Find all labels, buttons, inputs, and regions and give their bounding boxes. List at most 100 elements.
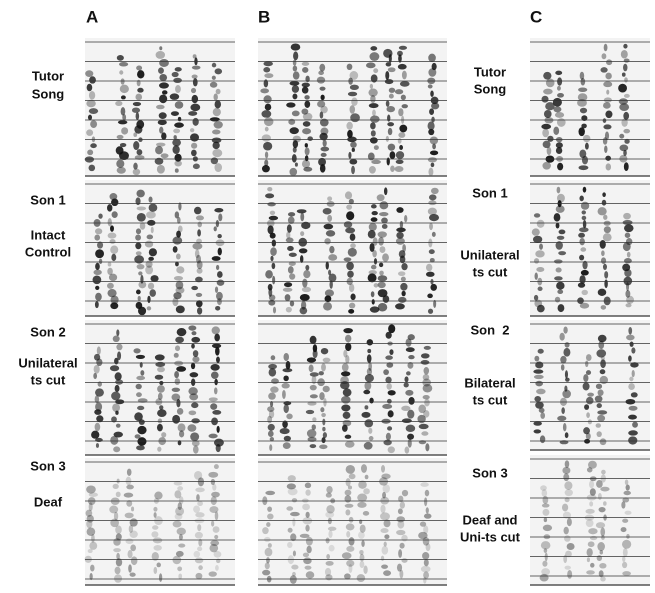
syllable-trace: [623, 63, 628, 72]
syllable-trace: [604, 279, 608, 289]
syllable-trace: [400, 276, 406, 282]
syllable-trace: [126, 500, 133, 507]
syllable-trace: [321, 412, 326, 418]
syllable-trace: [561, 407, 565, 414]
syllable-trace: [369, 52, 380, 61]
row-label: ts cut: [473, 264, 508, 279]
syllable-trace: [291, 85, 300, 93]
spectrogram: [258, 320, 447, 455]
syllable-trace: [621, 501, 626, 509]
syllable-trace: [431, 116, 435, 123]
syllable-trace: [533, 258, 540, 264]
syllable-trace: [369, 242, 375, 252]
syllable-trace: [563, 526, 569, 535]
syllable-trace: [146, 306, 152, 311]
syllable-trace: [553, 126, 560, 135]
syllable-trace: [267, 513, 274, 520]
syllable-trace: [197, 229, 201, 237]
syllable-trace: [96, 415, 104, 423]
syllable-trace: [432, 143, 436, 150]
syllable-trace: [534, 395, 542, 402]
syllable-trace: [545, 78, 555, 88]
row-label: Tutor: [32, 68, 64, 83]
syllable-trace: [431, 231, 436, 237]
syllable-trace: [135, 228, 142, 235]
syllable-trace: [265, 490, 276, 496]
syllable-trace: [175, 305, 185, 314]
syllable-trace: [597, 288, 607, 296]
syllable-trace: [585, 370, 592, 376]
syllable-trace: [120, 78, 125, 85]
syllable-trace: [539, 243, 543, 250]
syllable-trace: [628, 405, 638, 411]
syllable-trace: [195, 512, 205, 518]
syllable-trace: [562, 511, 572, 519]
syllable-trace: [97, 241, 104, 249]
syllable-trace: [328, 544, 335, 552]
syllable-trace: [381, 473, 391, 480]
syllable-trace: [418, 404, 427, 414]
spectrogram: [530, 320, 650, 450]
syllable-trace: [539, 573, 549, 582]
syllable-trace: [538, 407, 545, 413]
syllable-trace: [130, 556, 138, 566]
syllable-trace: [210, 157, 219, 165]
syllable-trace: [217, 298, 222, 306]
syllable-trace: [304, 482, 312, 489]
syllable-trace: [404, 446, 410, 454]
syllable-trace: [116, 134, 124, 140]
syllable-trace: [147, 282, 155, 290]
syllable-trace: [134, 412, 143, 422]
syllable-trace: [301, 498, 309, 503]
row-label: Bilateral: [464, 375, 515, 390]
syllable-trace: [385, 135, 389, 142]
syllable-trace: [308, 364, 314, 373]
syllable-trace: [351, 165, 355, 175]
syllable-trace: [533, 374, 544, 380]
syllable-trace: [158, 112, 167, 119]
syllable-trace: [342, 388, 352, 397]
syllable-trace: [341, 363, 349, 372]
syllable-trace: [398, 54, 402, 63]
syllable-trace: [586, 467, 593, 473]
syllable-trace: [137, 87, 144, 93]
syllable-trace: [268, 363, 277, 370]
syllable-trace: [397, 508, 403, 515]
syllable-trace: [115, 410, 119, 415]
syllable-trace: [535, 250, 545, 258]
syllable-trace: [428, 238, 433, 248]
syllable-trace: [370, 264, 377, 270]
syllable-trace: [270, 247, 277, 256]
syllable-trace: [88, 90, 96, 100]
syllable-trace: [113, 538, 121, 546]
syllable-trace: [191, 418, 200, 424]
syllable-trace: [157, 366, 165, 373]
syllable-trace: [585, 519, 594, 528]
syllable-trace: [176, 527, 186, 536]
syllable-trace: [387, 127, 393, 136]
syllable-trace: [388, 87, 396, 93]
syllable-trace: [86, 519, 93, 529]
syllable-trace: [632, 421, 638, 428]
syllable-trace: [211, 137, 222, 144]
syllable-trace: [264, 73, 274, 79]
syllable-trace: [211, 326, 220, 335]
syllable-trace: [192, 163, 200, 170]
syllable-trace: [420, 353, 430, 359]
syllable-trace: [281, 382, 290, 389]
syllable-trace: [425, 507, 429, 514]
syllable-trace: [399, 145, 404, 151]
syllable-trace: [289, 167, 298, 176]
syllable-trace: [217, 271, 223, 278]
syllable-trace: [177, 216, 181, 224]
syllable-trace: [553, 259, 563, 264]
syllable-trace: [428, 128, 435, 136]
syllable-trace: [407, 361, 414, 369]
syllable-trace: [385, 355, 393, 360]
row-label: Intact: [31, 227, 66, 242]
syllable-trace: [111, 391, 121, 401]
syllable-trace: [197, 546, 203, 552]
syllable-trace: [364, 405, 369, 410]
syllable-trace: [618, 83, 627, 93]
syllable-trace: [290, 511, 300, 517]
